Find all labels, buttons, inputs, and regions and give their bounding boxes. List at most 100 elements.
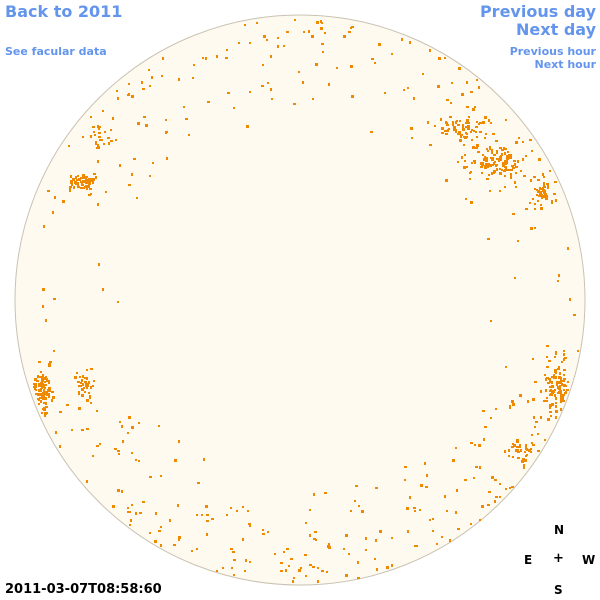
next-day-link[interactable]: Next day — [516, 20, 596, 39]
plage-dot — [475, 147, 478, 149]
plage-dot — [45, 319, 47, 322]
plage-dot — [85, 384, 87, 387]
plage-dot — [78, 407, 81, 410]
plage-dot — [455, 447, 457, 449]
next-hour-link[interactable]: Next hour — [534, 58, 597, 71]
plage-dot — [545, 400, 548, 402]
plage-dot — [406, 507, 409, 510]
plage-dot — [266, 39, 268, 41]
plage-dot — [71, 183, 73, 186]
plage-dot — [98, 136, 101, 138]
plage-dot — [494, 500, 496, 503]
plage-dot — [302, 81, 304, 84]
plage-dot — [519, 394, 522, 397]
plage-dot — [82, 136, 84, 138]
plage-dot — [424, 462, 426, 465]
plage-dot — [131, 452, 133, 454]
plage-dot — [191, 550, 193, 552]
plage-dot — [141, 81, 143, 84]
plage-dot — [305, 522, 307, 524]
see-facular-data-link[interactable]: See facular data — [5, 45, 107, 58]
plage-dot — [131, 95, 134, 98]
plage-dot — [547, 184, 549, 187]
plage-dot — [504, 163, 507, 165]
plage-dot — [277, 45, 279, 48]
plage-dot — [70, 175, 72, 178]
plage-dot — [438, 57, 441, 60]
plage-dot — [563, 350, 565, 352]
plage-dot — [484, 137, 486, 139]
plage-dot — [83, 181, 86, 183]
plage-dot — [464, 479, 467, 481]
compass-west-label: W — [582, 553, 596, 567]
plage-dot — [79, 376, 81, 378]
plage-dot — [407, 530, 409, 533]
plage-dot — [40, 388, 42, 390]
plage-dot — [561, 361, 563, 363]
plage-dot — [158, 530, 161, 532]
plage-dot — [322, 51, 324, 53]
plage-dot — [553, 390, 555, 393]
plage-dot — [496, 168, 498, 171]
plage-dot — [173, 544, 176, 546]
plage-dot — [557, 386, 560, 389]
plage-dot — [158, 425, 160, 427]
plage-dot — [533, 416, 535, 419]
plage-dot — [151, 76, 153, 79]
previous-hour-link[interactable]: Previous hour — [509, 45, 596, 58]
plage-dot — [471, 162, 473, 164]
plage-dot — [320, 20, 322, 23]
compass-south-label: S — [554, 583, 563, 597]
plage-dot — [563, 400, 565, 402]
plage-dot — [39, 397, 42, 399]
plage-dot — [549, 394, 551, 396]
plage-dot — [69, 189, 71, 192]
back-to-year-link[interactable]: Back to 2011 — [5, 2, 123, 21]
plage-dot — [537, 450, 540, 452]
plage-dot — [270, 88, 272, 91]
plage-dot — [41, 376, 44, 379]
plage-dot — [261, 85, 264, 87]
plage-dot — [409, 496, 411, 499]
plage-dot — [82, 389, 84, 391]
plage-dot — [80, 382, 82, 384]
compass-north-label: N — [554, 523, 565, 537]
solar-disk — [14, 14, 586, 586]
plage-dot — [79, 179, 81, 181]
plage-dot — [476, 79, 478, 81]
plage-dot — [88, 182, 91, 184]
plage-dot — [512, 456, 514, 458]
plage-dot — [561, 383, 563, 386]
plage-dot — [59, 445, 61, 448]
plage-dot — [83, 177, 86, 179]
plage-dot — [461, 156, 463, 159]
plage-dot — [486, 165, 489, 168]
plage-dot — [525, 459, 527, 461]
plage-dot — [48, 387, 51, 390]
plage-dot — [320, 27, 323, 30]
plage-dot — [324, 32, 326, 34]
plage-dot — [44, 387, 46, 389]
plage-dot — [78, 393, 80, 395]
plage-dot — [543, 400, 545, 402]
plage-dot — [226, 49, 228, 51]
plage-dot — [465, 136, 468, 138]
plage-dot — [499, 190, 501, 192]
plage-dot — [216, 570, 218, 572]
plage-dot — [505, 119, 507, 121]
plage-dot — [93, 173, 96, 175]
plage-dot — [445, 121, 447, 124]
plage-dot — [540, 207, 543, 210]
plage-dot — [530, 227, 533, 230]
plage-dot — [99, 443, 101, 445]
plage-dot — [566, 389, 569, 391]
plage-dot — [520, 170, 522, 172]
plage-dot — [45, 384, 47, 386]
plage-dot — [246, 125, 249, 128]
plage-dot — [280, 562, 283, 564]
previous-day-link[interactable]: Previous day — [479, 2, 596, 21]
plage-dot — [489, 146, 491, 149]
plage-dot — [460, 134, 463, 136]
plage-dot — [343, 548, 345, 550]
plage-dot — [149, 175, 151, 177]
